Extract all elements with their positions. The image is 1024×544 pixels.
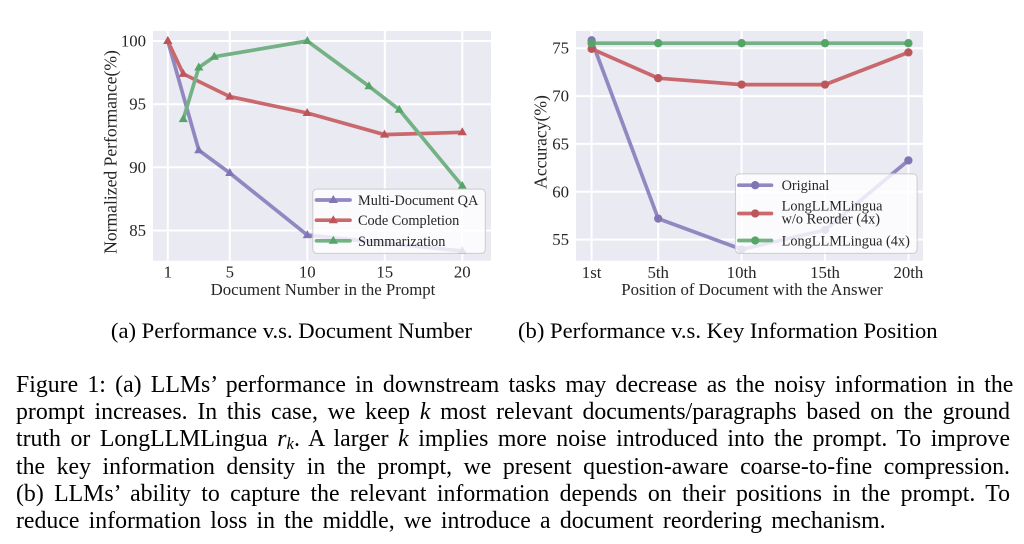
svg-text:w/o Reorder (4x): w/o Reorder (4x) (782, 211, 881, 227)
svg-text:100: 100 (121, 32, 146, 51)
svg-text:Original: Original (782, 178, 830, 194)
svg-text:85: 85 (129, 221, 146, 240)
svg-text:Summarization: Summarization (358, 234, 445, 250)
svg-text:LongLLMLingua: LongLLMLingua (782, 199, 884, 215)
svg-text:90: 90 (129, 158, 146, 177)
svg-text:95: 95 (129, 95, 146, 114)
svg-text:5th: 5th (647, 263, 669, 282)
svg-text:LongLLMLingua (4x): LongLLMLingua (4x) (782, 234, 910, 250)
svg-text:70: 70 (552, 87, 569, 106)
svg-text:20: 20 (454, 263, 471, 282)
svg-text:1: 1 (164, 263, 172, 282)
svg-text:Accuracy(%): Accuracy(%) (531, 95, 551, 189)
svg-text:20th: 20th (893, 263, 923, 282)
svg-text:Position of Document with the: Position of Document with the Answer (621, 280, 883, 299)
svg-text:10: 10 (299, 263, 316, 282)
svg-text:10th: 10th (727, 263, 757, 282)
svg-text:65: 65 (552, 134, 569, 153)
svg-text:55: 55 (552, 230, 569, 249)
svg-text:75: 75 (552, 39, 569, 58)
svg-text:15th: 15th (810, 263, 840, 282)
svg-text:60: 60 (552, 182, 569, 201)
svg-text:1st: 1st (582, 263, 602, 282)
svg-text:Document Number in the Prompt: Document Number in the Prompt (211, 280, 436, 299)
svg-text:Multi-Document QA: Multi-Document QA (358, 193, 479, 209)
svg-text:15: 15 (376, 263, 393, 282)
svg-text:Code Completion: Code Completion (358, 213, 459, 229)
svg-text:Normalized Performance(%): Normalized Performance(%) (101, 50, 121, 254)
svg-text:5: 5 (226, 263, 234, 282)
